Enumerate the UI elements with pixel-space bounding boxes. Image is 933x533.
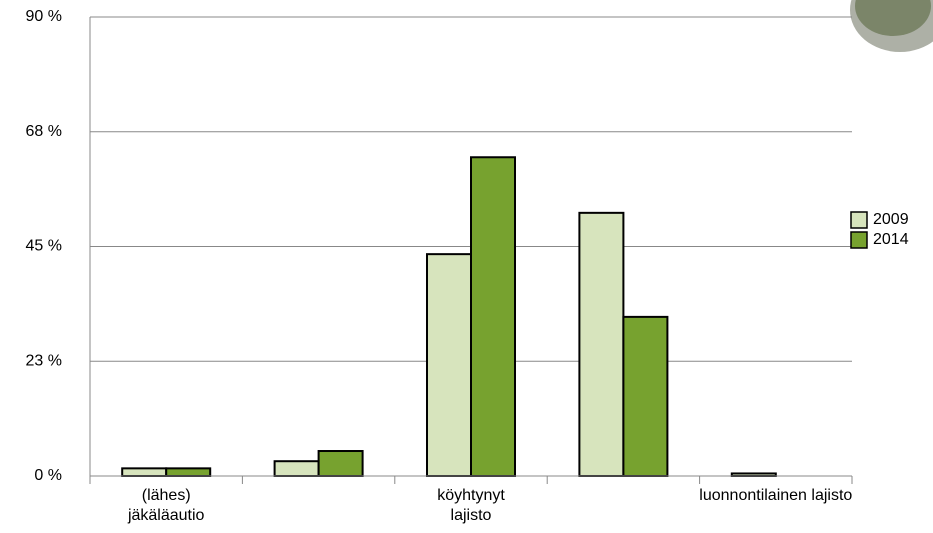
y-tick-label: 45 % <box>26 238 62 255</box>
legend-label: 2014 <box>873 231 909 248</box>
x-tick-label: köyhtynyt lajisto <box>437 487 505 524</box>
bar <box>578 211 625 477</box>
legend-swatch <box>850 211 868 229</box>
y-tick-label: 0 % <box>34 467 62 484</box>
bar <box>317 450 364 478</box>
x-tick-label: luonnontilainen lajisto <box>699 487 853 504</box>
bar <box>470 156 516 477</box>
bar <box>165 467 212 478</box>
bar <box>121 467 168 478</box>
y-tick-label: 68 % <box>26 123 62 140</box>
legend-swatch <box>850 231 868 249</box>
y-tick-label: 23 % <box>26 352 62 369</box>
bar <box>622 315 669 477</box>
decorative-image <box>855 0 931 36</box>
y-tick-label: 90 % <box>26 8 62 25</box>
bar <box>426 253 472 477</box>
legend-label: 2009 <box>873 211 909 228</box>
bar <box>273 460 320 477</box>
x-tick-label: (lähes) jäkäläautio <box>127 487 205 524</box>
